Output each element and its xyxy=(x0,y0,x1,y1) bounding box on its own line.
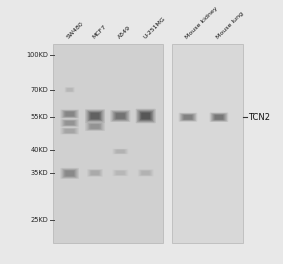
FancyBboxPatch shape xyxy=(86,110,104,122)
FancyBboxPatch shape xyxy=(141,171,151,175)
FancyBboxPatch shape xyxy=(141,113,150,119)
FancyBboxPatch shape xyxy=(112,111,129,121)
Text: 55KD: 55KD xyxy=(31,114,49,120)
FancyBboxPatch shape xyxy=(115,171,126,175)
FancyBboxPatch shape xyxy=(116,113,125,119)
FancyBboxPatch shape xyxy=(137,110,154,122)
FancyBboxPatch shape xyxy=(64,129,75,133)
FancyBboxPatch shape xyxy=(113,149,128,154)
FancyBboxPatch shape xyxy=(116,150,125,153)
FancyBboxPatch shape xyxy=(60,128,79,134)
FancyBboxPatch shape xyxy=(64,111,75,117)
FancyBboxPatch shape xyxy=(85,109,105,123)
Text: TCN2: TCN2 xyxy=(248,113,271,122)
FancyBboxPatch shape xyxy=(60,119,79,127)
Text: 25KD: 25KD xyxy=(31,217,49,223)
FancyBboxPatch shape xyxy=(138,169,154,176)
FancyBboxPatch shape xyxy=(63,120,76,126)
FancyBboxPatch shape xyxy=(113,170,127,176)
Text: Mouse kidney: Mouse kidney xyxy=(185,6,219,40)
FancyBboxPatch shape xyxy=(89,170,101,176)
FancyBboxPatch shape xyxy=(87,169,103,177)
FancyBboxPatch shape xyxy=(62,169,78,178)
FancyBboxPatch shape xyxy=(60,110,79,119)
Text: Mouse lung: Mouse lung xyxy=(215,11,245,40)
FancyBboxPatch shape xyxy=(62,110,78,118)
FancyBboxPatch shape xyxy=(138,111,153,121)
FancyBboxPatch shape xyxy=(115,112,126,120)
FancyBboxPatch shape xyxy=(88,123,102,130)
Bar xyxy=(53,44,163,243)
Text: A549: A549 xyxy=(117,25,132,40)
FancyBboxPatch shape xyxy=(213,114,224,120)
FancyBboxPatch shape xyxy=(65,87,74,92)
FancyBboxPatch shape xyxy=(117,171,124,175)
FancyBboxPatch shape xyxy=(66,88,74,92)
Text: 35KD: 35KD xyxy=(31,171,49,176)
FancyBboxPatch shape xyxy=(65,112,74,116)
FancyBboxPatch shape xyxy=(62,128,78,134)
FancyBboxPatch shape xyxy=(117,150,124,153)
FancyBboxPatch shape xyxy=(65,171,74,176)
FancyBboxPatch shape xyxy=(113,149,127,154)
FancyBboxPatch shape xyxy=(136,109,156,123)
FancyBboxPatch shape xyxy=(64,170,75,177)
FancyBboxPatch shape xyxy=(211,113,227,121)
FancyBboxPatch shape xyxy=(91,171,99,175)
FancyBboxPatch shape xyxy=(110,110,130,122)
FancyBboxPatch shape xyxy=(67,88,72,91)
Text: 40KD: 40KD xyxy=(31,147,49,153)
FancyBboxPatch shape xyxy=(139,170,153,176)
FancyBboxPatch shape xyxy=(180,113,196,121)
FancyBboxPatch shape xyxy=(115,149,126,154)
Text: SW480: SW480 xyxy=(66,21,85,40)
FancyBboxPatch shape xyxy=(116,171,125,175)
FancyBboxPatch shape xyxy=(91,113,100,119)
FancyBboxPatch shape xyxy=(63,128,76,134)
FancyBboxPatch shape xyxy=(67,88,73,92)
FancyBboxPatch shape xyxy=(63,111,76,117)
FancyBboxPatch shape xyxy=(86,122,104,130)
FancyBboxPatch shape xyxy=(63,169,76,177)
FancyBboxPatch shape xyxy=(65,121,74,125)
FancyBboxPatch shape xyxy=(90,171,100,175)
FancyBboxPatch shape xyxy=(89,124,101,129)
FancyBboxPatch shape xyxy=(60,168,79,179)
FancyBboxPatch shape xyxy=(140,170,151,176)
Text: MCF7: MCF7 xyxy=(91,24,107,40)
FancyBboxPatch shape xyxy=(88,111,102,121)
FancyBboxPatch shape xyxy=(179,113,197,122)
FancyBboxPatch shape xyxy=(64,121,75,125)
Text: 100KD: 100KD xyxy=(27,52,49,58)
Bar xyxy=(172,44,243,243)
FancyBboxPatch shape xyxy=(181,114,195,121)
FancyBboxPatch shape xyxy=(142,171,149,175)
FancyBboxPatch shape xyxy=(62,120,78,126)
FancyBboxPatch shape xyxy=(113,112,128,120)
FancyBboxPatch shape xyxy=(89,112,101,120)
FancyBboxPatch shape xyxy=(212,114,226,121)
FancyBboxPatch shape xyxy=(140,112,152,120)
Text: 70KD: 70KD xyxy=(31,87,49,93)
FancyBboxPatch shape xyxy=(65,87,75,92)
FancyBboxPatch shape xyxy=(91,124,100,129)
FancyBboxPatch shape xyxy=(65,129,74,133)
FancyBboxPatch shape xyxy=(183,115,194,120)
FancyBboxPatch shape xyxy=(85,122,105,131)
FancyBboxPatch shape xyxy=(113,170,128,176)
FancyBboxPatch shape xyxy=(184,115,192,120)
Text: U-251MG: U-251MG xyxy=(142,16,166,40)
FancyBboxPatch shape xyxy=(215,115,223,120)
FancyBboxPatch shape xyxy=(88,169,102,176)
FancyBboxPatch shape xyxy=(210,112,228,122)
